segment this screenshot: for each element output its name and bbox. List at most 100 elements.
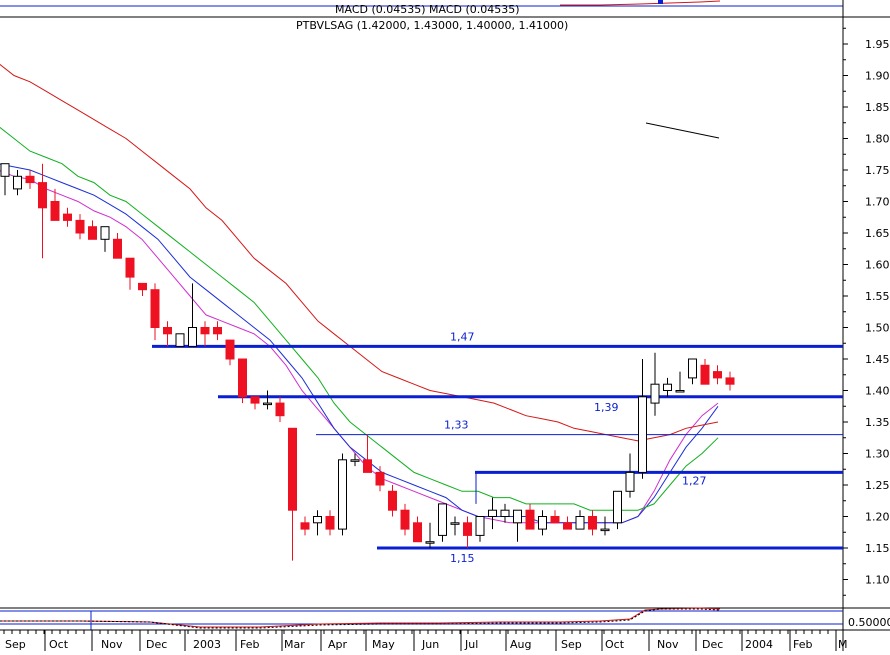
- moving-averages: [0, 63, 719, 524]
- x-tick-label: Dec: [702, 638, 723, 651]
- y-tick-label: 1.70: [865, 196, 890, 209]
- candle-body: [688, 358, 697, 379]
- candle-body: [125, 257, 135, 278]
- candle-body: [63, 213, 72, 221]
- candle-body: [438, 503, 447, 536]
- x-tick-label: Jul: [464, 638, 478, 651]
- candle-body: [375, 471, 385, 486]
- candle: [638, 359, 647, 479]
- candle: [575, 510, 585, 530]
- candle-body: [525, 509, 535, 530]
- candle-body: [650, 383, 660, 404]
- candle: [225, 339, 235, 366]
- candle-body: [200, 327, 210, 335]
- candle: [513, 509, 522, 542]
- candle: [175, 333, 185, 347]
- candle: [475, 516, 485, 542]
- x-tick-label: 2003: [193, 638, 221, 651]
- candle: [450, 516, 460, 536]
- level-label: 1,39: [594, 401, 619, 414]
- top-panel-bar: [658, 0, 663, 4]
- candle-body: [513, 509, 522, 524]
- candle-body: [25, 175, 35, 184]
- candle: [438, 503, 447, 542]
- x-tick-label: Sep: [5, 638, 26, 651]
- top-indicator-label: MACD (0.04535) MACD (0.04535): [335, 3, 520, 16]
- candle: [100, 226, 110, 252]
- candle-body: [550, 516, 560, 524]
- x-tick-label: Nov: [101, 638, 123, 651]
- candle-body: [625, 471, 635, 492]
- ma-green-line: [0, 126, 719, 511]
- candle-body: [313, 516, 322, 524]
- candle-body: [425, 541, 435, 544]
- candle: [250, 396, 260, 410]
- candle: [213, 321, 222, 341]
- ma-red-line: [0, 63, 719, 442]
- candle: [325, 510, 335, 536]
- y-tick-label: 1.85: [865, 101, 890, 114]
- horizontal-levels: 1,47 1,39 1,33 1,27 1,15: [152, 330, 843, 565]
- candle-body: [0, 163, 10, 177]
- candle-body: [638, 396, 647, 473]
- trend-line: [645, 122, 720, 139]
- candle-body: [613, 490, 622, 524]
- y-tick-label: 1.15: [865, 542, 890, 555]
- candle-body: [163, 327, 172, 335]
- candle: [713, 365, 722, 385]
- candle-body: [475, 516, 485, 536]
- candle-body: [350, 459, 360, 462]
- candle-body: [413, 522, 422, 543]
- y-tick-label: 1.50: [865, 322, 890, 335]
- candle-body: [13, 175, 22, 190]
- candle: [338, 453, 347, 536]
- candle: [688, 358, 697, 385]
- candle-body: [575, 516, 585, 530]
- y-tick-label: 1.90: [865, 70, 890, 83]
- y-tick-label: 1.10: [865, 574, 890, 587]
- candle-body: [138, 282, 147, 291]
- x-tick-label: Aug: [510, 638, 531, 651]
- level-label: 1,33: [444, 419, 469, 432]
- candle: [588, 510, 597, 536]
- candle: [0, 163, 10, 196]
- x-tick-label: Oct: [605, 638, 625, 651]
- y-tick-label: 1.45: [865, 353, 890, 366]
- candle-body: [100, 226, 110, 240]
- candle: [675, 371, 685, 393]
- candle: [75, 214, 85, 240]
- top-indicator-panel: [0, 0, 890, 18]
- candle: [525, 503, 535, 530]
- candle-body: [300, 522, 310, 530]
- candle: [425, 522, 435, 548]
- candle-body: [150, 289, 160, 329]
- candle-body: [725, 377, 735, 385]
- candle: [275, 396, 285, 422]
- candle-body: [288, 427, 297, 511]
- candle-body: [325, 516, 335, 530]
- y-tick-label: 1.55: [865, 290, 890, 303]
- x-axis: Sep Oct Nov Dec 2003 Feb Mar Apr May Jun Jul Aug Sep…: [3, 630, 848, 651]
- candle: [350, 453, 360, 467]
- candle-body: [463, 522, 472, 536]
- candle: [388, 485, 397, 517]
- candle-body: [50, 201, 60, 221]
- candle: [563, 516, 572, 530]
- candle: [400, 503, 410, 536]
- level-label: 1,27: [682, 474, 707, 487]
- level-label: 1,15: [450, 552, 475, 565]
- x-tick-label: Feb: [240, 638, 259, 651]
- candle-body: [663, 383, 672, 392]
- candle-body: [188, 327, 197, 347]
- candle: [25, 170, 35, 189]
- y-tick-label: 1.65: [865, 227, 890, 240]
- candle: [63, 207, 72, 227]
- y-tick-label: 1.75: [865, 164, 890, 177]
- candle: [13, 170, 22, 196]
- x-tick-label: Dec: [146, 638, 167, 651]
- candle: [88, 220, 97, 240]
- ma-blue-line: [0, 163, 719, 524]
- candle-body: [700, 364, 710, 385]
- candle: [138, 282, 147, 296]
